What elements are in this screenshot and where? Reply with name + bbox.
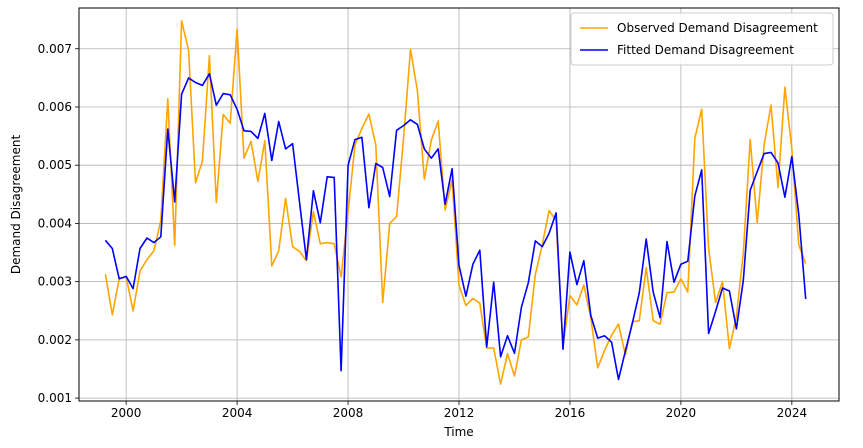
legend-box [570,12,834,66]
x-tick-label: 2004 [222,406,253,420]
x-tick-label: 2024 [777,406,808,420]
legend-label: Fitted Demand Disagreement [617,43,794,57]
legend: Observed Demand Disagreement Fitted Deman… [570,12,834,66]
series-lines [104,19,807,385]
x-axis: 2000 2004 2008 2012 2016 2020 2024 [111,401,807,420]
x-tick-label: 2000 [111,406,142,420]
y-tick-label: 0.006 [38,100,72,114]
grid [79,8,839,401]
x-axis-label: Time [443,425,473,439]
y-tick-label: 0.007 [38,42,72,56]
y-tick-label: 0.004 [38,216,72,230]
x-tick-label: 2020 [666,406,697,420]
y-tick-label: 0.001 [38,391,72,405]
legend-label: Observed Demand Disagreement [617,21,818,35]
y-tick-label: 0.005 [38,158,72,172]
y-tick-label: 0.003 [38,275,72,289]
series-line-0 [104,19,807,385]
series-line-1 [104,73,807,381]
y-axis-label: Demand Disagreement [9,135,23,275]
x-tick-label: 2012 [444,406,475,420]
y-axis: 0.001 0.002 0.003 0.004 0.005 0.006 0.007 [38,42,79,405]
y-tick-label: 0.002 [38,333,72,347]
x-tick-label: 2008 [333,406,364,420]
x-tick-label: 2016 [555,406,586,420]
